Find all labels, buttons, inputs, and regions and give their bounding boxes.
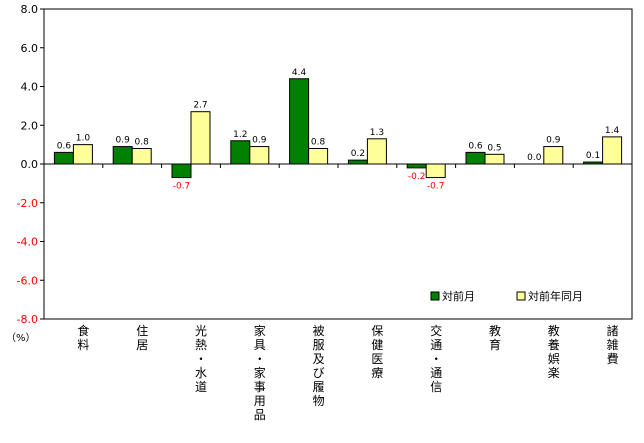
category-label-char: 居: [136, 338, 148, 352]
category-label-char: 保: [371, 324, 383, 338]
y-tick-label: 4.0: [21, 81, 39, 94]
category-label-char: 料: [77, 338, 89, 352]
category-label-char: 熱: [195, 338, 207, 352]
category-label-char: 及: [313, 352, 325, 366]
legend-swatch-mom: [430, 291, 440, 301]
bar-mom: [583, 161, 604, 165]
data-label: 0.1: [586, 151, 600, 161]
category-label-char: 履: [313, 380, 325, 394]
data-label: 0.2: [351, 149, 365, 159]
bar-mom: [347, 159, 368, 165]
legend-label-yoy: 対前年同月: [528, 289, 583, 303]
data-label: 1.0: [76, 134, 91, 144]
data-label: -0.2: [408, 172, 426, 182]
bar-yoy: [484, 153, 505, 165]
y-tick-label: -8.0: [17, 313, 38, 326]
legend: 対前月 対前年同月: [430, 289, 583, 303]
y-tick-label: -2.0: [17, 197, 38, 210]
data-label: 2.7: [193, 101, 207, 111]
bar-mom: [406, 163, 427, 169]
data-label: 1.2: [233, 130, 247, 140]
category-label-char: 養: [548, 337, 560, 352]
y-tick-label: -6.0: [17, 274, 38, 287]
y-tick-label: 2.0: [21, 119, 39, 132]
category-label-char: ・: [430, 352, 442, 366]
data-label: 4.4: [292, 68, 307, 78]
legend-label-mom: 対前月: [442, 289, 475, 303]
category-label-char: 住: [136, 324, 148, 338]
legend-swatch-yoy: [516, 291, 526, 301]
category-label-char: 費: [607, 351, 619, 366]
data-label: 0.8: [135, 138, 150, 148]
y-tick-label: 8.0: [21, 3, 39, 16]
bar-yoy: [308, 148, 329, 165]
category-label-char: び: [313, 366, 325, 380]
data-label: 1.3: [370, 128, 384, 138]
data-label: 0.9: [116, 136, 131, 146]
category-label-char: ・: [195, 352, 207, 366]
category-label-char: 楽: [548, 366, 560, 380]
category-label-char: 物: [313, 394, 325, 408]
data-label: 0.9: [252, 136, 267, 146]
category-label-char: 食: [77, 323, 89, 338]
category-label-char: 家: [254, 323, 266, 338]
category-label-char: 用: [254, 394, 266, 408]
category-label-char: 娯: [548, 352, 560, 366]
y-tick-label: 6.0: [21, 42, 39, 55]
bar-yoy: [72, 144, 93, 165]
bar-yoy: [425, 163, 446, 179]
category-label-char: 信: [430, 380, 442, 394]
data-label: 0.8: [311, 138, 326, 148]
category-label-char: 品: [254, 408, 266, 422]
y-tick-label: 0.0: [21, 158, 39, 171]
category-label-char: 家: [254, 365, 266, 380]
category-label-char: 具: [254, 338, 266, 352]
bar-yoy: [190, 111, 211, 165]
bar-yoy: [602, 136, 623, 165]
category-label-char: 水: [195, 366, 207, 380]
bar-yoy: [249, 146, 270, 165]
category-label-char: 教: [548, 323, 560, 338]
bar-yoy: [543, 146, 564, 165]
data-labels: 0.6 1.0 0.9 0.8 -0.7 2.7 1.2 0.9 4.4 0.8 0.2 1.3 -0.…: [57, 68, 620, 192]
category-label-char: 道: [195, 380, 207, 394]
unit-label: （%）: [6, 332, 36, 344]
bar-mom: [230, 140, 251, 165]
category-label-char: 通: [430, 338, 442, 352]
bars: [53, 78, 623, 179]
category-label-char: 健: [371, 338, 383, 352]
data-label: 0.9: [546, 136, 561, 146]
data-label: -0.7: [427, 182, 445, 192]
category-label-char: ・: [254, 352, 266, 366]
category-label-char: 育: [489, 337, 501, 352]
category-label-char: 教: [489, 323, 501, 338]
data-label: 0.0: [527, 153, 542, 163]
category-label-char: 療: [371, 366, 383, 380]
data-label: 0.6: [468, 141, 483, 151]
category-label-char: 交: [430, 323, 442, 338]
y-tick-label: -4.0: [17, 236, 38, 249]
bar-mom: [289, 78, 310, 165]
bar-mom: [465, 151, 486, 165]
y-axis: 8.0 6.0 4.0 2.0 0.0 -2.0 -4.0 -6.0 -8.0: [17, 3, 44, 326]
bar-mom: [171, 163, 192, 179]
category-label-char: 雑: [607, 337, 619, 352]
category-label-char: 医: [371, 352, 383, 366]
category-label-char: 服: [313, 338, 325, 352]
bar-yoy: [366, 138, 387, 165]
data-label: 0.6: [57, 141, 72, 151]
bar-yoy: [131, 148, 152, 165]
category-label-char: 被: [313, 324, 325, 338]
data-label: 1.4: [605, 126, 620, 136]
category-label-char: 光: [195, 324, 207, 338]
category-label-char: 通: [430, 366, 442, 380]
category-label-char: 事: [254, 380, 266, 394]
data-label: 0.5: [487, 143, 501, 153]
bar-mom: [112, 146, 133, 165]
category-label-char: 諸: [607, 323, 619, 338]
data-label: -0.7: [173, 182, 191, 192]
bar-mom: [53, 151, 74, 165]
